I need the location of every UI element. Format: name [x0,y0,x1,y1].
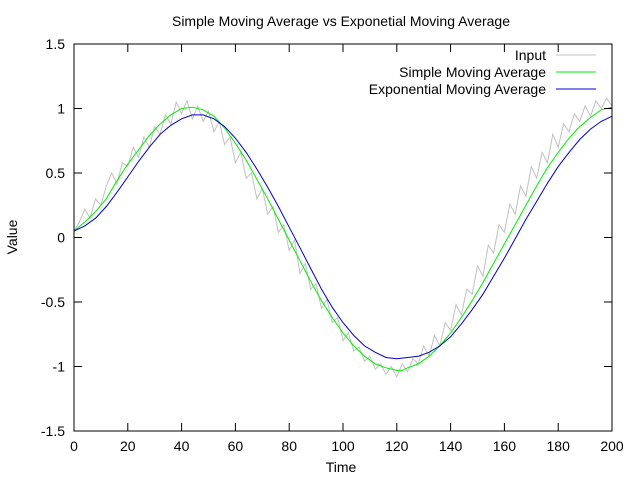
y-tick-label: -1.5 [41,423,65,439]
legend-label: Simple Moving Average [399,64,546,80]
chart-title: Simple Moving Average vs Exponetial Movi… [172,13,510,29]
y-tick-label: 0 [57,230,65,246]
x-tick-label: 40 [174,438,190,454]
x-tick-label: 180 [547,438,571,454]
series-line-exponential-moving-average [73,114,613,360]
plot-frame [73,43,613,432]
ticks-layer: 0 20 40 60 80 100 120 140 160 180 200 -1.5 -1 -0.5 0 0.… [41,36,624,454]
x-tick-label: 60 [228,438,244,454]
x-tick-label: 80 [281,438,297,454]
x-axis-label: Time [326,459,357,475]
x-tick-label: 20 [120,438,136,454]
y-tick-label: 0.5 [46,165,66,181]
x-tick-label: 160 [493,438,517,454]
legend-label: Exponential Moving Average [369,81,546,97]
x-tick-label: 200 [600,438,624,454]
y-tick-label: -1 [53,359,66,375]
y-tick-label: -0.5 [41,294,65,310]
series-line-simple-moving-average [73,106,613,371]
x-tick-label: 120 [385,438,409,454]
y-tick-label: 1 [57,101,65,117]
y-tick-label: 1.5 [46,36,66,52]
x-tick-label: 100 [331,438,355,454]
y-axis-label: Value [4,219,20,254]
legend-label: Input [515,47,546,63]
series-layer [73,97,613,378]
x-tick-label: 0 [70,438,78,454]
x-tick-label: 140 [439,438,463,454]
